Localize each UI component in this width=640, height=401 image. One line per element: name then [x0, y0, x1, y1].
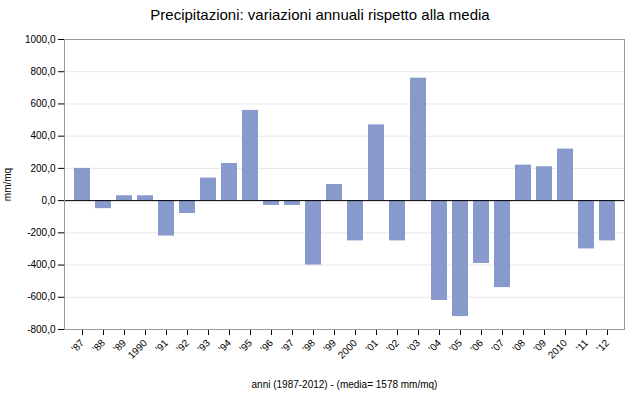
- svg-text:800,0: 800,0: [30, 66, 55, 77]
- svg-text:-600,0: -600,0: [27, 291, 56, 302]
- svg-text:'87: '87: [69, 337, 86, 354]
- svg-text:'92: '92: [174, 337, 191, 354]
- svg-text:2000: 2000: [336, 337, 360, 361]
- svg-text:anni (1987-2012) - (media= 157: anni (1987-2012) - (media= 1578 mm/mq): [252, 379, 438, 390]
- svg-text:200,0: 200,0: [30, 163, 55, 174]
- svg-text:'01: '01: [363, 337, 380, 354]
- html-text:Precipitazioni: variazioni ann: Precipitazioni: variazioni annuali rispe…: [150, 6, 490, 23]
- svg-text:'89: '89: [111, 337, 129, 355]
- svg-text:0,0: 0,0: [42, 195, 56, 206]
- svg-text:'02: '02: [384, 337, 401, 354]
- svg-text:'95: '95: [237, 337, 254, 354]
- svg-text:'06: '06: [468, 337, 485, 354]
- svg-text:'11: '11: [574, 337, 591, 354]
- svg-text:'98: '98: [300, 337, 317, 354]
- svg-text:'08: '08: [510, 337, 527, 354]
- svg-text:'03: '03: [405, 337, 422, 354]
- svg-text:'93: '93: [195, 337, 212, 354]
- svg-text:-800,0: -800,0: [27, 324, 56, 335]
- svg-text:'88: '88: [90, 337, 107, 354]
- svg-text:1990: 1990: [126, 337, 150, 361]
- svg-text:'09: '09: [531, 337, 549, 355]
- svg-text:-200,0: -200,0: [27, 227, 56, 238]
- svg-text:mm/mq: mm/mq: [2, 168, 13, 201]
- svg-text:400,0: 400,0: [30, 130, 55, 141]
- svg-text:'94: '94: [216, 337, 233, 354]
- svg-text:1000,0: 1000,0: [25, 34, 56, 45]
- svg-text:2010: 2010: [546, 337, 570, 361]
- svg-text:600,0: 600,0: [30, 98, 55, 109]
- svg-text:'07: '07: [489, 337, 506, 354]
- svg-text:'96: '96: [258, 337, 275, 354]
- svg-text:'04: '04: [426, 337, 443, 354]
- svg-text:'97: '97: [279, 337, 296, 354]
- svg-text:'99: '99: [321, 337, 339, 355]
- svg-text:'05: '05: [447, 337, 464, 354]
- svg-text:'91: '91: [153, 337, 170, 354]
- svg-text:-400,0: -400,0: [27, 259, 56, 270]
- svg-text:'12: '12: [594, 337, 611, 354]
